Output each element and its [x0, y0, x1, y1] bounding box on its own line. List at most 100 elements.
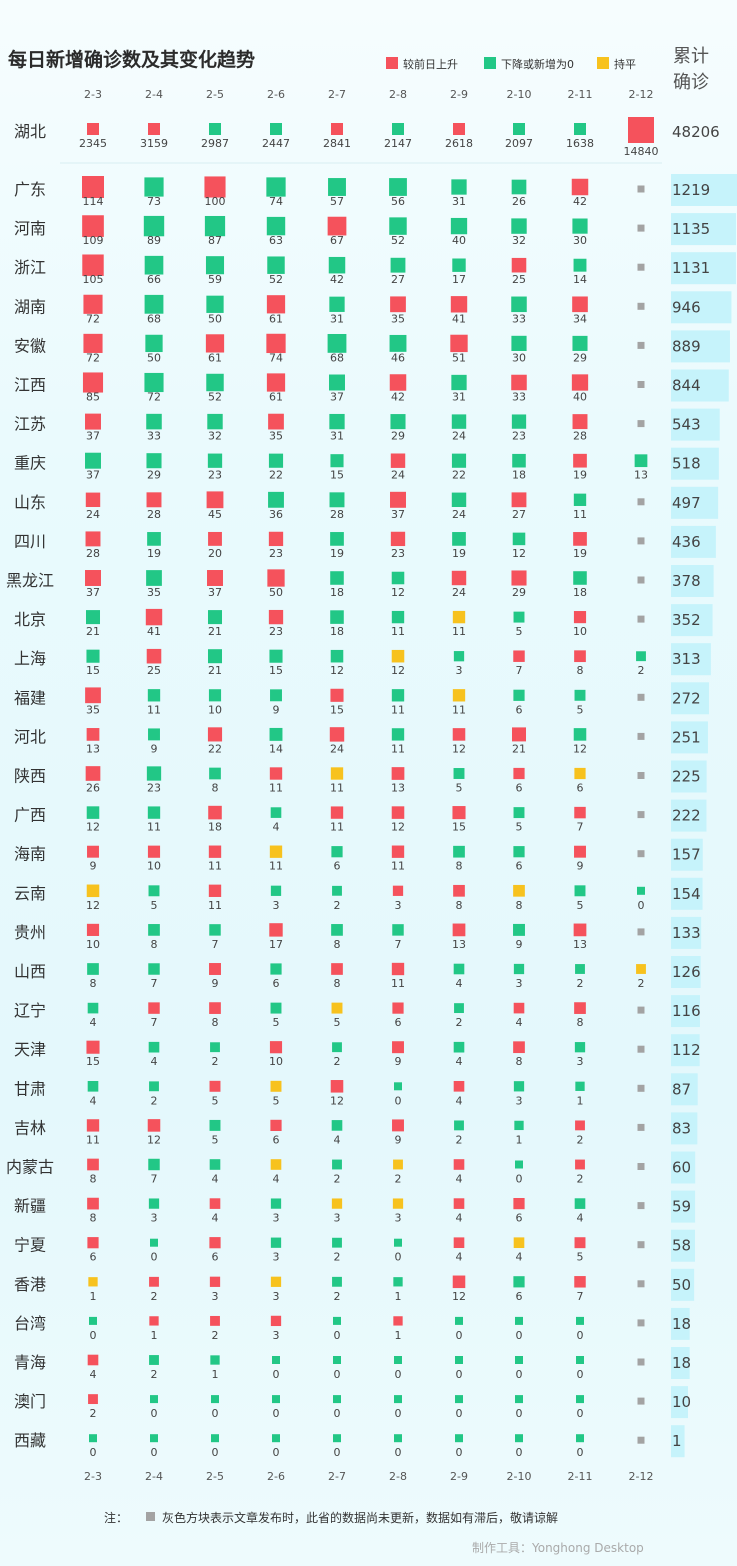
data-cell	[451, 492, 467, 508]
value-label: 4	[456, 1251, 463, 1264]
value-label: 35	[147, 586, 161, 599]
value-label: 5	[273, 1094, 280, 1107]
cumulative-total: 378	[672, 572, 701, 590]
cumulative-bar	[671, 799, 707, 832]
value-label: 6	[273, 977, 280, 990]
data-cell	[515, 1395, 523, 1404]
data-cell	[390, 491, 406, 508]
data-cell	[513, 1081, 525, 1092]
value-label: 12	[391, 664, 405, 677]
value-label: 2	[151, 1094, 158, 1107]
province-label: 海南	[14, 845, 46, 864]
data-cell	[207, 453, 223, 468]
pending-marker	[637, 1358, 645, 1366]
data-cell	[207, 413, 223, 430]
value-label: 0	[90, 1329, 97, 1342]
value-label: 24	[452, 508, 466, 521]
value-label: 11	[330, 821, 344, 834]
data-cell	[270, 963, 282, 975]
cumulative-bar	[671, 1190, 696, 1223]
data-cell	[269, 649, 283, 663]
cumulative-total: 225	[672, 768, 701, 786]
value-label: 50	[147, 351, 161, 364]
data-cell	[85, 570, 101, 586]
data-cell	[573, 532, 587, 546]
date-label-bottom: 2-7	[328, 1470, 346, 1483]
data-cell	[575, 1081, 585, 1091]
value-label: 21	[208, 664, 222, 677]
province-label: 安徽	[14, 336, 46, 355]
data-cell	[327, 333, 347, 353]
value-label: 37	[86, 430, 100, 443]
data-cell	[267, 569, 285, 587]
province-label: 吉林	[14, 1118, 46, 1137]
data-cell	[452, 923, 466, 937]
value-label: 3	[273, 1251, 280, 1264]
pending-marker	[637, 1163, 645, 1170]
pending-marker	[637, 1280, 645, 1288]
cumulative-total: 946	[672, 298, 701, 316]
data-cell	[390, 257, 406, 273]
province-label: 上海	[14, 649, 46, 668]
value-label: 0	[334, 1329, 341, 1342]
value-label: 9	[516, 938, 523, 951]
data-cell	[515, 1434, 523, 1443]
data-cell	[511, 492, 527, 508]
legend-label: 较前日上升	[403, 57, 458, 71]
value-label: 68	[147, 312, 161, 325]
data-cell	[513, 807, 525, 819]
data-cell	[393, 1277, 403, 1287]
data-cell	[513, 884, 525, 897]
value-label: 36	[269, 508, 283, 521]
value-label: 6	[516, 1212, 523, 1225]
cumulative-bar	[671, 174, 737, 206]
value-label: 12	[330, 1094, 344, 1107]
data-cell	[207, 649, 223, 664]
data-cell	[576, 1434, 584, 1443]
value-label: 2	[212, 1055, 219, 1068]
cumulative-bar	[671, 1347, 690, 1379]
value-label: 11	[269, 782, 283, 795]
province-label: 四川	[14, 532, 46, 551]
pending-marker	[637, 928, 645, 936]
data-cell	[211, 1395, 219, 1404]
value-label: 5	[516, 625, 523, 638]
data-cell	[148, 885, 160, 897]
value-label: 25	[147, 664, 161, 677]
data-cell	[453, 651, 465, 662]
data-cell	[572, 296, 588, 313]
cumulative-bar	[671, 916, 702, 949]
value-label: 22	[269, 469, 283, 482]
data-cell	[454, 1120, 464, 1131]
value-label: 5	[151, 899, 158, 912]
data-cell	[332, 885, 342, 896]
data-cell	[451, 453, 467, 468]
value-label: 0	[273, 1368, 280, 1381]
data-cell	[572, 414, 588, 430]
date-label-top: 2-3	[84, 88, 102, 101]
value-label: 4	[151, 1055, 158, 1068]
legend-swatch	[484, 57, 496, 69]
province-label: 宁夏	[14, 1236, 46, 1255]
cumulative-bar	[671, 995, 700, 1028]
data-cell	[150, 1434, 158, 1443]
data-cell	[148, 924, 160, 936]
data-cell	[328, 178, 346, 196]
value-label: 0	[516, 1329, 523, 1342]
value-label: 4	[90, 1094, 97, 1107]
pending-marker	[637, 772, 645, 779]
value-label: 9	[395, 1055, 402, 1068]
value-label: 8	[90, 1212, 97, 1225]
pending-marker	[637, 1123, 645, 1131]
data-cell	[146, 648, 162, 664]
value-label: 5	[334, 1016, 341, 1029]
value-label: 85	[86, 391, 100, 404]
value-label: 12	[452, 1290, 466, 1303]
cumulative-total: 497	[672, 494, 701, 512]
value-label: 1	[577, 1094, 584, 1107]
data-cell	[147, 1119, 161, 1132]
data-cell	[573, 258, 587, 272]
value-label: 14	[573, 273, 587, 286]
value-label: 28	[573, 430, 587, 443]
pending-marker	[637, 1241, 645, 1249]
